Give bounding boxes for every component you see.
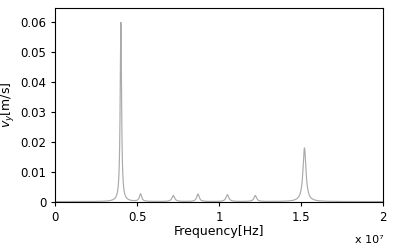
Text: x 10⁷: x 10⁷ bbox=[355, 235, 383, 245]
X-axis label: Frequency[Hz]: Frequency[Hz] bbox=[174, 225, 265, 238]
Y-axis label: $v_y$[m/s]: $v_y$[m/s] bbox=[0, 81, 17, 128]
